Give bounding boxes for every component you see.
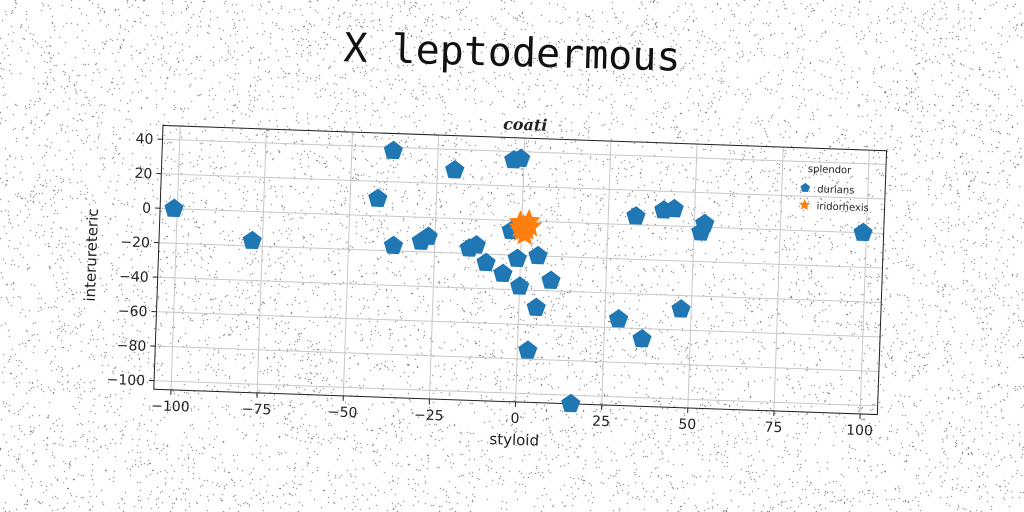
y-tick-label: 40 xyxy=(135,131,153,148)
x-tick-label: 100 xyxy=(846,422,873,439)
data-point-durians xyxy=(853,222,873,242)
data-point-durians xyxy=(608,309,629,328)
data-point-durians xyxy=(626,206,646,225)
data-points xyxy=(164,140,873,413)
data-point-durians xyxy=(671,299,691,318)
legend-marker-iridorhexis xyxy=(798,198,811,210)
x-axis-label: styloid xyxy=(489,430,539,450)
x-tick-label: −50 xyxy=(328,404,358,421)
y-tick-label: 20 xyxy=(134,166,152,183)
x-tick-label: −100 xyxy=(151,398,190,415)
y-grid-line xyxy=(154,380,878,407)
data-point-durians xyxy=(695,213,715,233)
y-tick-label: −100 xyxy=(106,372,145,389)
legend-label-durians: durians xyxy=(817,184,855,196)
data-point-durians xyxy=(418,226,438,245)
x-grid-line xyxy=(601,141,612,405)
y-grid-line xyxy=(155,345,879,372)
x-tick-label: 25 xyxy=(592,414,610,431)
chart-title: coati xyxy=(503,114,548,135)
data-point-durians xyxy=(632,328,652,348)
data-point-durians xyxy=(466,235,486,254)
data-point-durians xyxy=(541,270,561,289)
data-point-durians xyxy=(383,140,403,160)
legend-title: splendor xyxy=(808,164,853,177)
data-point-durians xyxy=(510,276,530,295)
x-tick-label: 0 xyxy=(510,411,519,427)
y-tick-label: −60 xyxy=(118,303,148,320)
x-grid-line xyxy=(859,150,870,414)
x-grid-line xyxy=(256,129,267,393)
y-grid-line xyxy=(161,173,885,200)
x-grid-line xyxy=(428,135,440,399)
x-tick-label: 75 xyxy=(764,420,782,437)
x-tick-label: −25 xyxy=(414,407,444,424)
x-grid-line xyxy=(773,147,784,411)
x-grid-line xyxy=(515,138,526,402)
y-tick-label: −40 xyxy=(119,269,149,286)
x-grid-line xyxy=(342,132,354,396)
legend-marker-durians xyxy=(800,182,811,192)
y-tick-label: −20 xyxy=(120,234,150,251)
legend: splendor durians iridorhexis xyxy=(798,164,869,214)
data-point-durians xyxy=(242,230,262,250)
data-point-durians xyxy=(368,188,388,207)
y-tick-label: 0 xyxy=(142,201,151,217)
x-grid-line xyxy=(170,126,181,390)
axis-ticks: −100 −75 −50 −25 0 25 50 75 100 −100 −80 −60 −40 −20 0… xyxy=(106,131,873,439)
x-tick-label: −75 xyxy=(242,401,272,418)
data-point-durians xyxy=(493,263,513,283)
data-point-durians xyxy=(518,340,538,359)
data-point-durians xyxy=(511,148,531,168)
data-point-durians xyxy=(528,245,548,265)
data-point-durians xyxy=(164,198,184,218)
x-grid-line xyxy=(687,144,698,408)
y-axis-label: interureteric xyxy=(81,208,102,302)
data-point-durians xyxy=(526,297,546,317)
data-point-durians xyxy=(383,235,404,255)
y-tick-label: −80 xyxy=(116,338,146,355)
data-point-durians xyxy=(561,393,581,413)
x-tick-label: 50 xyxy=(678,417,696,434)
legend-label-iridorhexis: iridorhexis xyxy=(816,201,869,214)
y-grid-line xyxy=(156,311,881,338)
data-point-durians xyxy=(476,252,496,272)
data-point-durians xyxy=(507,248,527,268)
data-point-durians xyxy=(664,198,684,218)
data-point-durians xyxy=(445,160,465,179)
data-point-iridorhexis xyxy=(508,215,532,238)
grid-lines xyxy=(154,126,887,414)
